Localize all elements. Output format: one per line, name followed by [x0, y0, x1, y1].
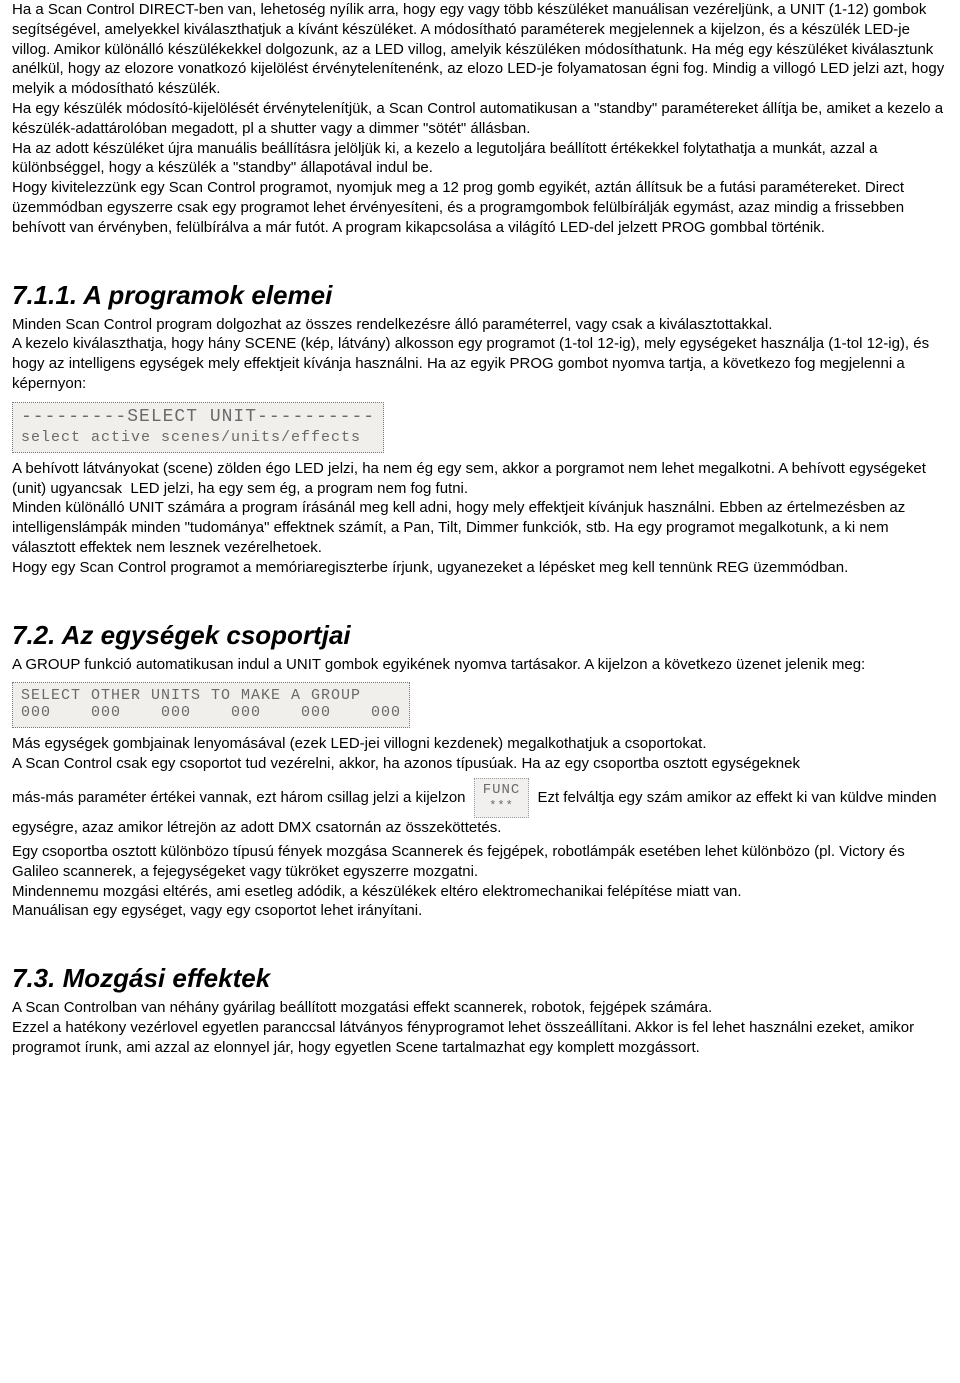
lcd-func-l1: FUNC [483, 781, 521, 799]
lcd-select-unit: ---------SELECT UNIT---------- select ac… [12, 402, 384, 453]
lcd2-line2: 000 000 000 000 000 000 [21, 704, 401, 721]
lcd-group: SELECT OTHER UNITS TO MAKE A GROUP 000 0… [12, 682, 410, 728]
sec711-p2: A behívott látványokat (scene) zölden ég… [12, 459, 948, 578]
sec72-p1: A GROUP funkció automatikusan indul a UN… [12, 655, 948, 675]
sec73-p1: A Scan Controlban van néhány gyárilag be… [12, 998, 948, 1057]
intro-paragraph: Ha a Scan Control DIRECT-ben van, leheto… [12, 0, 948, 238]
sec72-p4: Egy csoportba osztott különbözo típusú f… [12, 842, 948, 921]
sec72-p2: Más egységek gombjainak lenyomásával (ez… [12, 734, 948, 774]
lcd1-line1: ---------SELECT UNIT---------- [21, 407, 375, 427]
heading-7-1-1: 7.1.1. A programok elemei [12, 280, 948, 311]
sec72-func-row: más-más paraméter értékei vannak, ezt há… [12, 778, 948, 838]
heading-7-2: 7.2. Az egységek csoportjai [12, 620, 948, 651]
document-page: Ha a Scan Control DIRECT-ben van, leheto… [0, 0, 960, 1058]
sec711-p1: Minden Scan Control program dolgozhat az… [12, 315, 948, 394]
lcd2-line1: SELECT OTHER UNITS TO MAKE A GROUP [21, 687, 401, 704]
sec72-p3a: más-más paraméter értékei vannak, ezt há… [12, 789, 470, 806]
lcd-func: FUNC *** [474, 778, 530, 818]
lcd-func-l2: *** [483, 799, 521, 815]
heading-7-3: 7.3. Mozgási effektek [12, 963, 948, 994]
lcd1-line2: select active scenes/units/effects [21, 429, 375, 446]
